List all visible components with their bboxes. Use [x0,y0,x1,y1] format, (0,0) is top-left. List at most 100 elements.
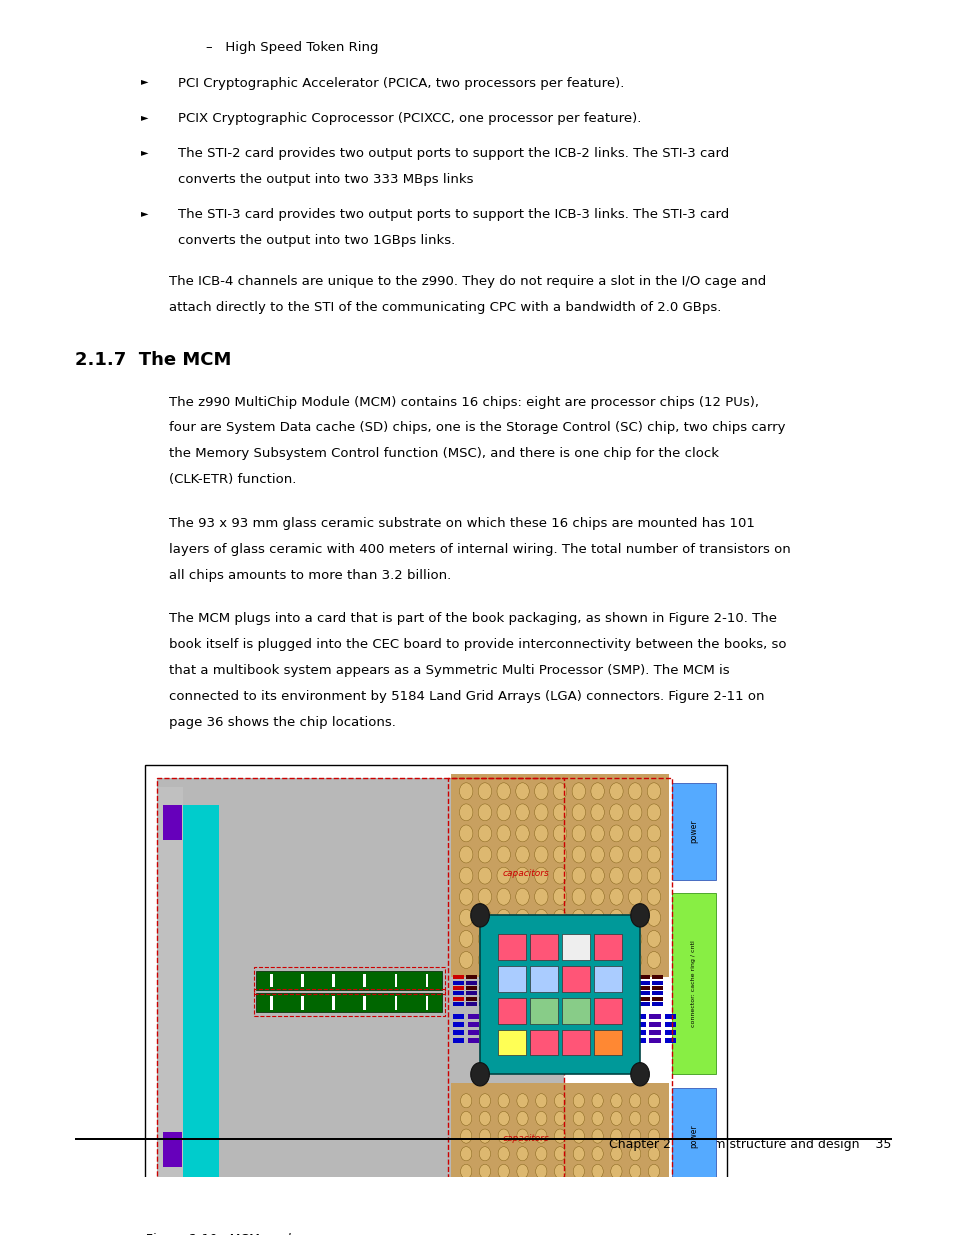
Circle shape [646,825,660,842]
Circle shape [609,783,622,800]
Circle shape [648,1112,659,1125]
Circle shape [478,1112,490,1125]
Text: ►: ► [141,209,148,219]
Bar [505,981,517,984]
Bar [651,976,662,979]
Circle shape [459,846,473,863]
Circle shape [628,783,641,800]
Bar [624,992,636,995]
Bar [505,986,517,990]
Circle shape [534,783,547,800]
Circle shape [460,1146,472,1161]
Circle shape [460,1112,472,1125]
Bar [543,1030,555,1035]
Bar [532,981,543,984]
Bar [638,986,649,990]
Bar [651,992,662,995]
Text: power: power [689,1124,698,1147]
Circle shape [497,846,510,863]
Text: connected to its environment by 5184 Land Grid Arrays (LGA) connectors. Figure 2: connected to its environment by 5184 Lan… [169,690,763,703]
Circle shape [478,1094,490,1108]
Bar [588,1037,599,1042]
Bar [332,995,335,1009]
Bar [451,774,668,977]
Bar [505,1002,517,1005]
Circle shape [459,909,473,926]
Bar [145,766,726,1207]
Bar [363,973,365,988]
Bar [588,1014,599,1019]
Bar [505,997,517,1000]
Circle shape [497,1094,509,1108]
Bar [612,992,622,995]
Bar [545,981,557,984]
Text: ►: ► [141,112,148,122]
Circle shape [497,930,510,947]
Bar [649,1030,660,1035]
Circle shape [609,951,622,968]
Bar [492,1002,503,1005]
Circle shape [553,867,566,884]
Circle shape [553,825,566,842]
Bar [492,976,503,979]
Bar [598,986,609,990]
Bar [545,976,557,979]
Bar [465,1002,476,1005]
Text: all chips amounts to more than 3.2 billion.: all chips amounts to more than 3.2 billi… [169,568,451,582]
Bar [649,1021,660,1028]
Circle shape [516,930,529,947]
Text: power: power [689,820,698,844]
Bar [532,986,543,990]
Circle shape [646,888,660,905]
Circle shape [477,804,491,821]
Bar [638,992,649,995]
Bar [157,778,564,1198]
Bar [612,986,622,990]
Bar [453,1037,464,1042]
Circle shape [459,783,473,800]
Bar [497,1030,509,1035]
Circle shape [609,909,622,926]
Bar [492,986,503,990]
Bar [543,1037,555,1042]
Circle shape [534,888,547,905]
Bar [425,973,428,988]
Circle shape [553,804,566,821]
Circle shape [534,909,547,926]
Bar [572,992,583,995]
Bar [451,1083,668,1189]
Circle shape [572,951,585,968]
Circle shape [572,888,585,905]
Bar [301,973,303,988]
Circle shape [590,888,603,905]
Circle shape [610,1165,621,1178]
Text: converts the output into two 1GBps links.: converts the output into two 1GBps links… [178,235,456,247]
Bar [453,1002,463,1005]
Circle shape [553,783,566,800]
Circle shape [497,1146,509,1161]
Bar [255,993,442,1013]
Bar [518,992,530,995]
Circle shape [554,1165,565,1178]
Bar [158,788,183,1189]
Bar [497,966,525,992]
Bar [513,1030,524,1035]
Bar [530,934,558,960]
Text: The STI-3 card provides two output ports to support the ICB-3 links. The STI-3 c: The STI-3 card provides two output ports… [178,209,729,221]
Circle shape [609,888,622,905]
Circle shape [516,804,529,821]
Bar [532,997,543,1000]
Circle shape [459,951,473,968]
Circle shape [628,825,641,842]
Bar [624,1002,636,1005]
Circle shape [517,1129,528,1144]
Bar [624,997,636,1000]
Bar [530,1030,558,1056]
Circle shape [590,846,603,863]
Bar [497,1030,525,1056]
Bar [482,1030,494,1035]
Circle shape [573,1094,584,1108]
Bar [664,1014,676,1019]
Bar [478,986,490,990]
Circle shape [516,825,529,842]
